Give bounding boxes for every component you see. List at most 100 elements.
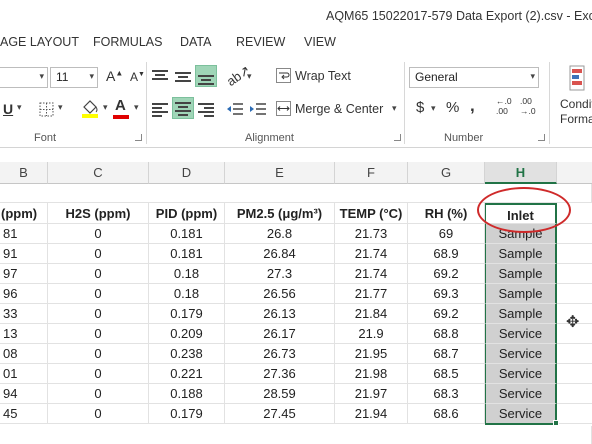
table-cell[interactable]: 0.188 — [149, 384, 225, 404]
table-cell[interactable]: 27.3 — [225, 264, 335, 284]
table-cell[interactable]: 0.181 — [149, 224, 225, 244]
table-cell[interactable]: 0 — [48, 404, 149, 424]
table-cell[interactable]: 0 — [48, 224, 149, 244]
table-cell[interactable]: 0.238 — [149, 344, 225, 364]
column-header-h[interactable]: H — [485, 162, 557, 184]
currency-button[interactable]: $ — [416, 99, 425, 116]
tab-data[interactable]: DATA — [180, 35, 212, 49]
underline-button[interactable]: U — [3, 101, 13, 117]
table-cell-inlet[interactable]: Sample — [485, 264, 557, 284]
fill-handle[interactable] — [553, 420, 559, 426]
table-cell[interactable]: 0.179 — [149, 304, 225, 324]
table-cell[interactable]: 28.59 — [225, 384, 335, 404]
chevron-down-icon[interactable]: ▾ — [392, 103, 397, 113]
table-cell[interactable]: 0 — [48, 324, 149, 344]
table-cell[interactable]: 68.7 — [408, 344, 485, 364]
empty-row[interactable] — [0, 426, 592, 444]
chevron-down-icon[interactable]: ▾ — [17, 102, 22, 112]
table-cell[interactable]: 26.73 — [225, 344, 335, 364]
chevron-down-icon[interactable]: ▾ — [431, 103, 436, 113]
font-name-combo[interactable]: ▾ — [0, 67, 48, 88]
worksheet-grid[interactable]: B C D E F G H (ppm) H2S (ppm) PID (ppm) … — [0, 162, 592, 444]
table-cell[interactable]: 21.84 — [335, 304, 408, 324]
percent-button[interactable]: % — [446, 99, 460, 116]
column-header-f[interactable]: F — [335, 162, 408, 184]
font-dialog-launcher-icon[interactable] — [135, 134, 142, 141]
wrap-text-button[interactable]: Wrap Text — [295, 69, 351, 83]
table-cell[interactable]: 26.84 — [225, 244, 335, 264]
table-cell[interactable]: 45 — [0, 404, 48, 424]
table-cell[interactable]: 0 — [48, 304, 149, 324]
table-cell[interactable]: 21.74 — [335, 264, 408, 284]
table-cell[interactable] — [557, 324, 592, 344]
number-format-combo[interactable]: General ▾ — [409, 67, 539, 88]
table-cell[interactable]: 69 — [408, 224, 485, 244]
table-cell[interactable]: 69.2 — [408, 304, 485, 324]
header-cell[interactable]: H2S (ppm) — [48, 203, 149, 224]
header-cell[interactable]: (ppm) — [0, 203, 48, 224]
table-cell[interactable]: 0 — [48, 264, 149, 284]
table-cell[interactable]: 0.18 — [149, 264, 225, 284]
column-header-i[interactable] — [557, 162, 592, 184]
table-cell[interactable]: 26.13 — [225, 304, 335, 324]
table-cell[interactable] — [557, 344, 592, 364]
tab-review[interactable]: REVIEW — [236, 35, 286, 49]
table-cell[interactable]: 0 — [48, 344, 149, 364]
table-cell[interactable]: 21.74 — [335, 244, 408, 264]
table-cell[interactable]: 0.18 — [149, 284, 225, 304]
table-cell[interactable]: 21.97 — [335, 384, 408, 404]
header-cell[interactable]: RH (%) — [408, 203, 485, 224]
comma-style-button[interactable]: , — [470, 96, 475, 115]
align-center-button[interactable] — [172, 97, 194, 119]
table-cell[interactable]: 01 — [0, 364, 48, 384]
fill-color-icon[interactable] — [80, 98, 100, 118]
table-cell[interactable]: 68.3 — [408, 384, 485, 404]
table-cell[interactable]: 69.2 — [408, 264, 485, 284]
table-cell[interactable]: 21.73 — [335, 224, 408, 244]
header-cell[interactable] — [557, 203, 592, 224]
table-cell-inlet[interactable]: Sample — [485, 304, 557, 324]
number-dialog-launcher-icon[interactable] — [538, 134, 545, 141]
header-cell[interactable]: TEMP (°C) — [335, 203, 408, 224]
header-cell[interactable]: PID (ppm) — [149, 203, 225, 224]
header-cell[interactable]: PM2.5 (μg/m³) — [225, 203, 335, 224]
table-cell[interactable]: 0.181 — [149, 244, 225, 264]
table-cell[interactable] — [557, 364, 592, 384]
table-cell[interactable]: 27.45 — [225, 404, 335, 424]
align-middle-icon[interactable] — [175, 69, 191, 83]
table-cell[interactable] — [557, 244, 592, 264]
borders-icon[interactable] — [39, 102, 54, 117]
table-cell[interactable] — [557, 224, 592, 244]
chevron-down-icon[interactable]: ▾ — [103, 102, 108, 112]
chevron-down-icon[interactable]: ▾ — [58, 102, 63, 112]
table-cell[interactable]: 68.5 — [408, 364, 485, 384]
table-cell[interactable]: 96 — [0, 284, 48, 304]
decrease-decimal-button[interactable]: .00 →.0 — [520, 96, 536, 116]
table-cell[interactable]: 0.209 — [149, 324, 225, 344]
table-cell[interactable]: 21.9 — [335, 324, 408, 344]
grow-font-button[interactable]: A▲ — [106, 68, 124, 84]
chevron-down-icon[interactable]: ▾ — [247, 71, 252, 81]
table-cell[interactable]: 26.17 — [225, 324, 335, 344]
font-color-button[interactable]: A — [115, 97, 126, 114]
decrease-indent-icon[interactable] — [226, 101, 244, 117]
table-cell[interactable]: 0.221 — [149, 364, 225, 384]
chevron-down-icon[interactable]: ▾ — [134, 102, 139, 112]
table-cell[interactable]: 81 — [0, 224, 48, 244]
table-cell[interactable]: 68.6 — [408, 404, 485, 424]
table-cell[interactable]: 26.56 — [225, 284, 335, 304]
table-cell-inlet[interactable]: Service — [485, 364, 557, 384]
table-cell[interactable] — [557, 404, 592, 424]
table-cell[interactable] — [557, 284, 592, 304]
align-left-icon[interactable] — [152, 102, 168, 117]
table-cell[interactable] — [557, 264, 592, 284]
align-top-icon[interactable] — [152, 69, 168, 83]
conditional-formatting-icon[interactable] — [568, 64, 588, 94]
table-cell[interactable]: 97 — [0, 264, 48, 284]
increase-indent-icon[interactable] — [249, 101, 267, 117]
table-cell[interactable] — [557, 384, 592, 404]
table-cell[interactable]: 21.98 — [335, 364, 408, 384]
table-cell[interactable]: 0.179 — [149, 404, 225, 424]
table-cell[interactable]: 21.94 — [335, 404, 408, 424]
table-cell[interactable]: 0 — [48, 244, 149, 264]
